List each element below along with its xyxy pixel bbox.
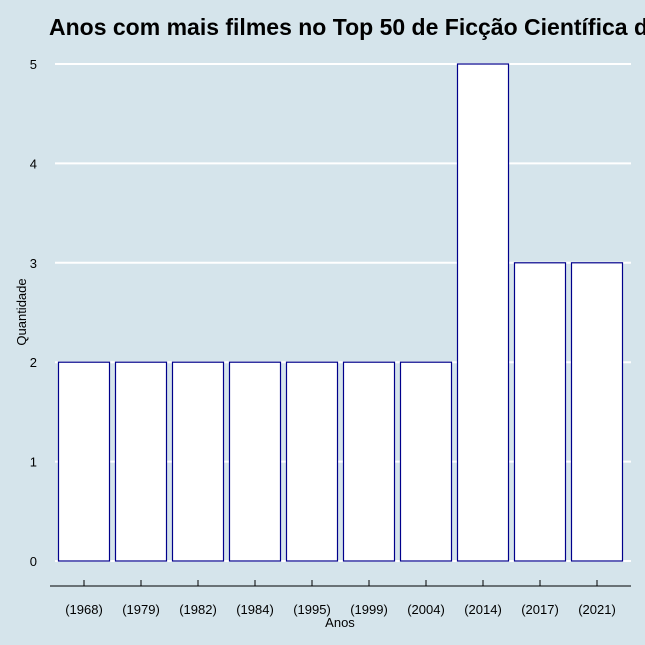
x-tick-label: (2017) <box>521 602 559 617</box>
chart-title: Anos com mais filmes no Top 50 de Ficção… <box>49 14 645 40</box>
bar <box>456 63 510 562</box>
y-tick-label: 5 <box>30 57 37 72</box>
y-tick-label: 0 <box>30 554 37 569</box>
bar <box>57 361 111 562</box>
bar <box>228 361 282 562</box>
x-axis-title: Anos <box>325 615 355 630</box>
bar <box>114 361 168 562</box>
y-tick-label: 1 <box>30 455 37 470</box>
x-tick-label: (2014) <box>464 602 502 617</box>
y-tick-label: 3 <box>30 256 37 271</box>
x-axis: (1968) (1979) (1982) (1984) (1995) (1999) (200… <box>50 580 631 617</box>
x-tick-label: (2004) <box>407 602 445 617</box>
x-tick-label: (1984) <box>236 602 274 617</box>
bar <box>171 361 225 562</box>
y-tick-label: 4 <box>30 156 37 171</box>
x-tick-label: (1995) <box>293 602 331 617</box>
x-tick-label: (1999) <box>350 602 388 617</box>
x-tick-label: (1968) <box>65 602 103 617</box>
x-tick-label: (1979) <box>122 602 160 617</box>
y-tick-label: 2 <box>30 355 37 370</box>
bars <box>57 63 624 562</box>
bar <box>570 262 624 562</box>
x-tick-label: (1982) <box>179 602 217 617</box>
bar <box>513 262 567 562</box>
bar <box>285 361 339 562</box>
bar <box>399 361 453 562</box>
bar <box>342 361 396 562</box>
x-tick-label: (2021) <box>578 602 616 617</box>
y-axis-title: Quantidade <box>14 278 29 345</box>
y-axis-tick-labels: 0 1 2 3 4 5 <box>30 57 37 569</box>
